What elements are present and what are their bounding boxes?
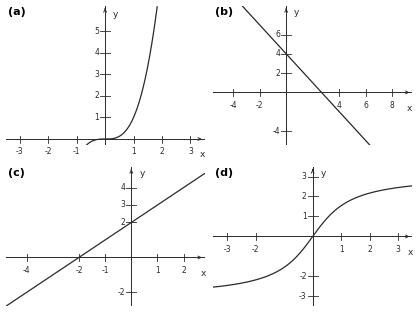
- Text: 4: 4: [94, 48, 99, 57]
- Text: (d): (d): [215, 168, 233, 178]
- Text: -2: -2: [75, 266, 83, 275]
- Text: -4: -4: [273, 126, 280, 135]
- Text: y: y: [113, 10, 119, 18]
- Text: (a): (a): [8, 7, 25, 17]
- Text: 1: 1: [302, 212, 307, 221]
- Text: 2: 2: [367, 245, 372, 254]
- Text: 2: 2: [94, 91, 99, 100]
- Text: -4: -4: [23, 266, 30, 275]
- Text: 1: 1: [339, 245, 344, 254]
- Text: 3: 3: [188, 148, 193, 156]
- Text: -3: -3: [299, 292, 307, 301]
- Text: -3: -3: [224, 245, 231, 254]
- Text: -2: -2: [256, 101, 264, 110]
- Text: (b): (b): [215, 7, 233, 17]
- Text: 2: 2: [160, 148, 164, 156]
- Text: -1: -1: [101, 266, 109, 275]
- Text: 1: 1: [155, 266, 160, 275]
- Text: -1: -1: [73, 148, 80, 156]
- Text: 6: 6: [275, 30, 280, 39]
- Text: y: y: [321, 168, 326, 178]
- Text: 1: 1: [94, 113, 99, 122]
- Text: 2: 2: [181, 266, 186, 275]
- Text: 3: 3: [94, 70, 99, 79]
- Text: x: x: [408, 248, 413, 257]
- Text: -2: -2: [44, 148, 52, 156]
- Text: 1: 1: [131, 148, 136, 156]
- Text: 2: 2: [302, 192, 307, 201]
- Text: x: x: [407, 104, 412, 113]
- Text: 2: 2: [275, 69, 280, 78]
- Text: 3: 3: [396, 245, 401, 254]
- Text: -3: -3: [16, 148, 23, 156]
- Text: 3: 3: [120, 201, 125, 209]
- Text: -4: -4: [229, 101, 237, 110]
- Text: 3: 3: [302, 172, 307, 181]
- Text: 5: 5: [94, 27, 99, 36]
- Text: 4: 4: [337, 101, 341, 110]
- Text: (c): (c): [8, 168, 24, 178]
- Text: -2: -2: [299, 272, 307, 281]
- Text: 2: 2: [121, 218, 125, 227]
- Text: 6: 6: [363, 101, 368, 110]
- Text: y: y: [139, 169, 145, 178]
- Text: 4: 4: [120, 183, 125, 192]
- Text: x: x: [200, 150, 205, 159]
- Text: 8: 8: [390, 101, 395, 110]
- Text: -2: -2: [118, 288, 125, 297]
- Text: y: y: [294, 8, 300, 17]
- Text: x: x: [200, 269, 206, 278]
- Text: 4: 4: [275, 49, 280, 58]
- Text: -2: -2: [252, 245, 260, 254]
